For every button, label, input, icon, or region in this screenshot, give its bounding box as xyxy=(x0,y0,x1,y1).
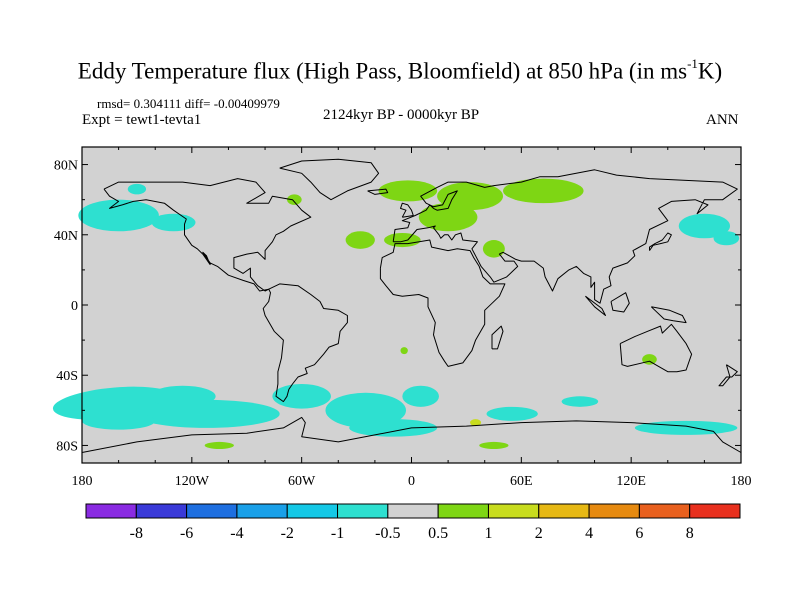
coastline-new-zealand xyxy=(718,364,738,387)
colorbar-box xyxy=(538,503,590,519)
coastline-eurasia xyxy=(392,169,738,304)
colorbar-label: 1 xyxy=(484,525,492,542)
anomaly-patch xyxy=(151,213,196,232)
colorbar-label: 4 xyxy=(585,525,593,542)
anomaly-patch xyxy=(82,412,156,430)
colorbar-box xyxy=(689,503,741,519)
colorbar-label: -4 xyxy=(230,525,243,542)
colorbar-label: -1 xyxy=(331,525,344,542)
coastline-antarctica xyxy=(81,416,742,453)
anomaly-patch xyxy=(378,180,438,202)
anomaly-patch xyxy=(479,441,509,449)
plot-title-exponent: -1 xyxy=(687,56,698,71)
anomaly-patch xyxy=(678,213,731,239)
anomaly-patch xyxy=(561,396,599,407)
colorbar-box xyxy=(186,503,238,519)
anomaly-patch xyxy=(634,420,738,435)
axis-layer: 80N 40N 0 40S 80S 180 120W 60W 0 60E 120E 180 xyxy=(54,147,752,489)
anomaly-patch xyxy=(418,203,478,232)
coastlines xyxy=(81,158,742,453)
coastline-greenland xyxy=(279,158,380,201)
anomaly-patch xyxy=(402,385,439,407)
colorbar-box xyxy=(236,503,288,519)
coastline-north-america xyxy=(103,178,312,292)
lon-tick-label: 180 xyxy=(731,474,752,489)
lon-tick-label: 60W xyxy=(288,474,316,489)
anomaly-patch xyxy=(325,392,407,428)
colorbar-box xyxy=(85,503,137,519)
colorbar-label: 2 xyxy=(535,525,543,542)
coastline-japan xyxy=(649,232,672,251)
lon-tick-label: 120W xyxy=(175,474,210,489)
plot-title: Eddy Temperature flux (High Pass, Bloomf… xyxy=(0,56,800,85)
colorbar-box xyxy=(437,503,489,519)
lon-tick-label: 60E xyxy=(510,474,533,489)
map-layer xyxy=(52,146,742,464)
colorbar-box xyxy=(588,503,640,519)
anomaly-patch xyxy=(345,231,375,249)
colorbar-box xyxy=(487,503,540,519)
anomaly-patch xyxy=(133,399,280,428)
anomaly-patch xyxy=(400,347,408,355)
coastline-borneo xyxy=(610,292,630,313)
colorbar-box xyxy=(337,503,389,519)
colorbar: -8 -6 -4 -2 -1 -0.5 0.5 1 2 4 6 8 xyxy=(85,503,741,542)
lat-tick-label: 80N xyxy=(54,159,78,174)
colorbar-label: -0.5 xyxy=(375,525,400,542)
lon-tick-label: 120E xyxy=(616,474,646,489)
colorbar-label: 0.5 xyxy=(428,525,448,542)
coastline-uk xyxy=(400,202,414,218)
lon-tick-label: 180 xyxy=(72,474,93,489)
lat-tick-label: 0 xyxy=(71,299,78,314)
anomaly-patch xyxy=(349,419,438,437)
stats-text: rmsd= 0.304111 diff= -0.00409979 xyxy=(97,96,280,111)
coastline-south-america xyxy=(262,283,348,403)
plot-title-end: K) xyxy=(697,58,723,84)
anomaly-patch xyxy=(482,240,505,258)
anomaly-patch xyxy=(437,182,504,211)
anomaly-patch xyxy=(486,406,538,421)
season-label: ANN xyxy=(706,112,739,128)
colorbar-label: -8 xyxy=(130,525,143,542)
anomaly-patch xyxy=(503,178,584,204)
colorbar-box xyxy=(135,503,188,519)
anomaly-patch xyxy=(287,194,302,205)
anomaly-patch xyxy=(204,441,234,449)
anomaly-patch xyxy=(642,354,657,365)
lat-tick-label: 40S xyxy=(56,369,78,384)
lon-tick-label: 0 xyxy=(408,474,415,489)
lat-tick-label: 80S xyxy=(56,439,78,454)
coastline-new-guinea xyxy=(650,306,687,324)
plot-title-main: Eddy Temperature flux (High Pass, Bloomf… xyxy=(77,58,688,84)
anomaly-patch xyxy=(384,233,421,248)
anomaly-patch xyxy=(127,183,147,195)
coastline-madagascar xyxy=(491,325,504,350)
coastline-africa xyxy=(379,239,506,367)
experiment-label: Expt = tewt1-tevta1 xyxy=(82,112,202,128)
anomaly-patch xyxy=(470,419,482,427)
colorbar-label: -2 xyxy=(281,525,294,542)
anomaly-patch xyxy=(713,231,740,246)
colorbar-label: 6 xyxy=(635,525,643,542)
colorbar-box xyxy=(387,503,439,519)
colorbar-label: 8 xyxy=(686,525,694,542)
period-label: 2124kyr BP - 0000kyr BP xyxy=(323,107,480,123)
colorbar-box xyxy=(638,503,691,519)
coastline-australia xyxy=(619,323,693,373)
coastline-sumatra xyxy=(585,295,606,316)
anomaly-patch xyxy=(78,199,159,232)
anomaly-patch xyxy=(272,384,331,409)
lat-tick-label: 40N xyxy=(54,229,78,244)
colorbar-label: -6 xyxy=(180,525,193,542)
colorbar-box xyxy=(286,503,339,519)
coastline-iceland xyxy=(367,188,389,195)
